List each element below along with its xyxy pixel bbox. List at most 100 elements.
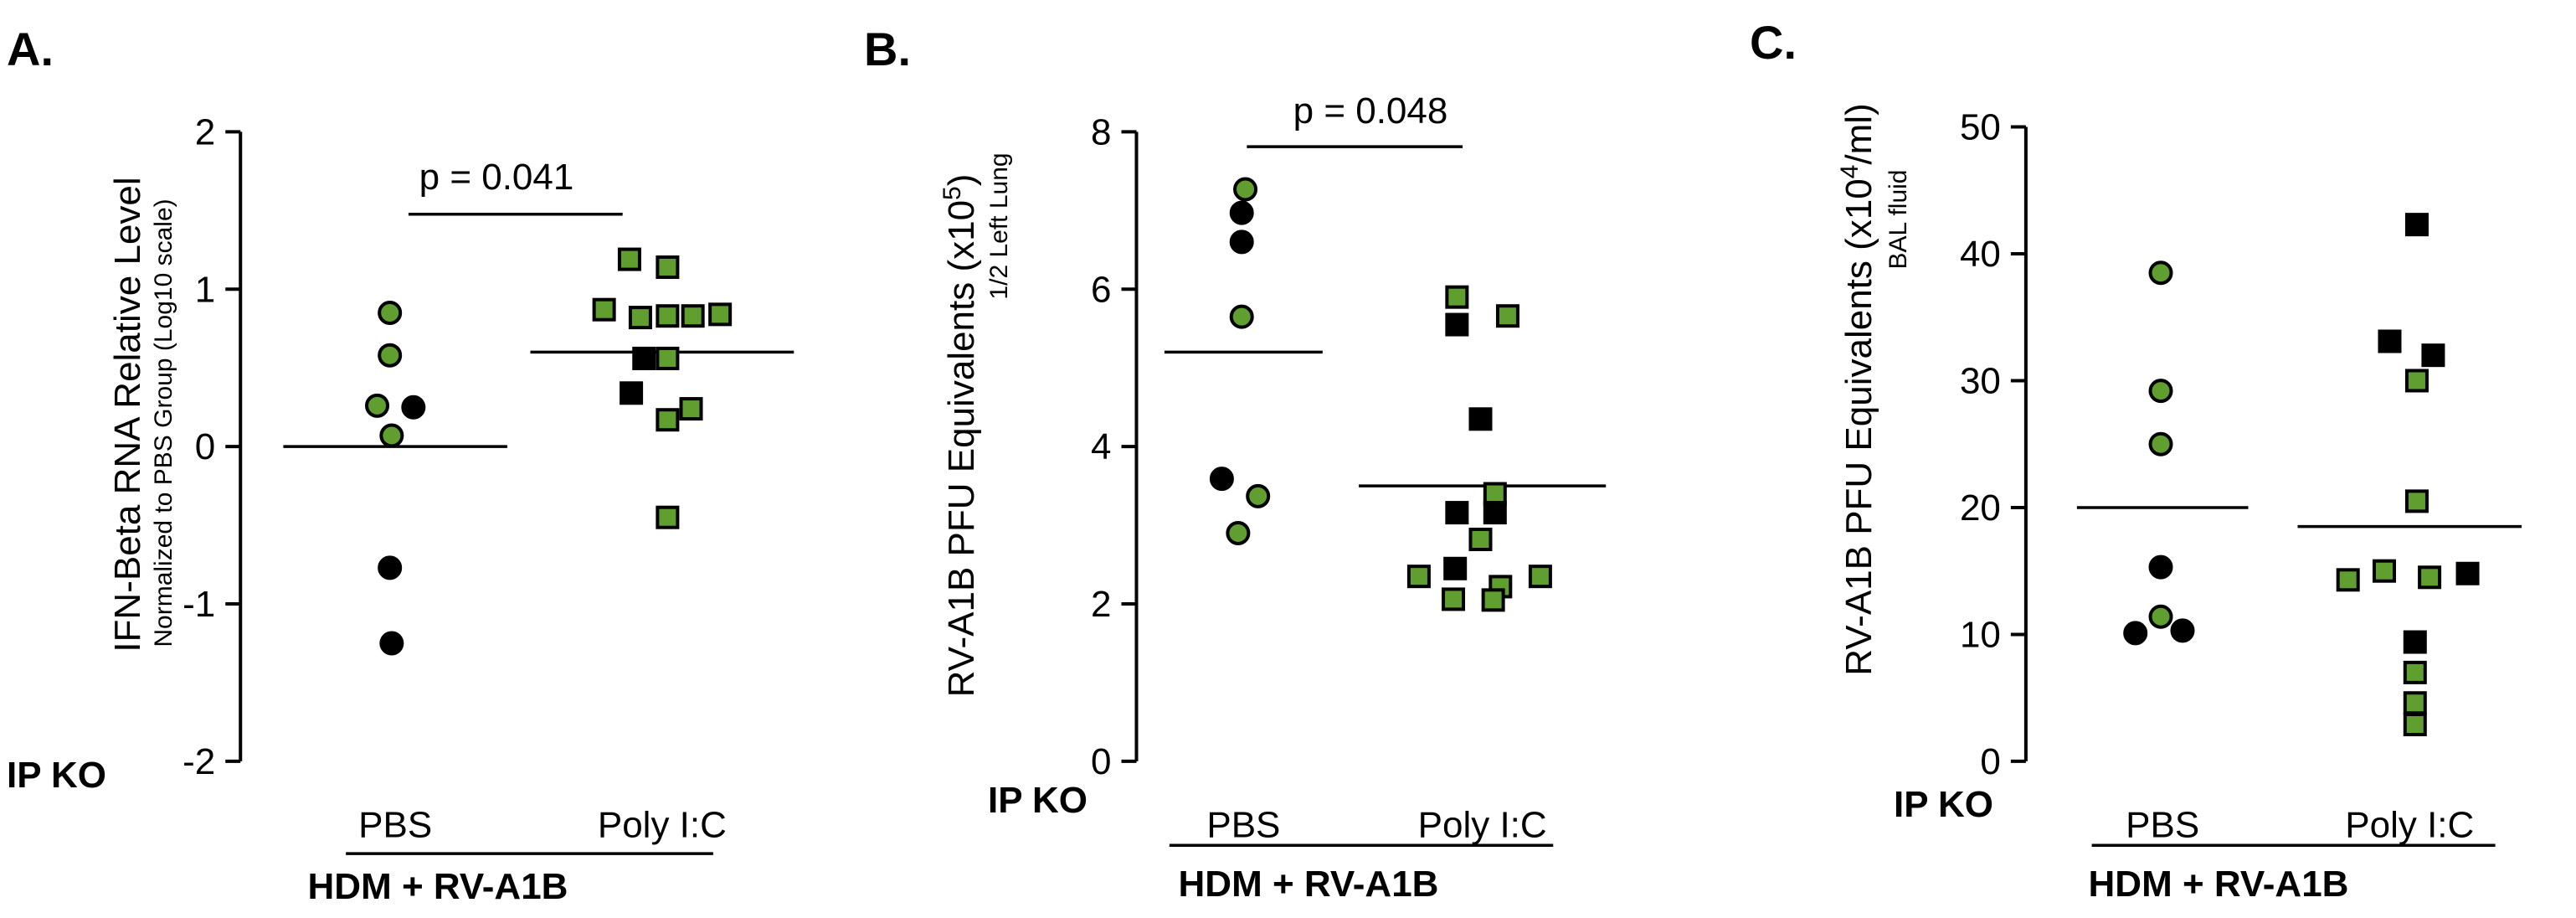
panel-c-point-square: [2421, 343, 2445, 368]
panel-c-y-tick-label: 30: [1960, 360, 2001, 401]
panel-a-point-square: [708, 302, 733, 327]
panel-c-point-square: [2404, 369, 2429, 393]
panel-b-point-circle: [1226, 521, 1251, 546]
panel-a-point-circle: [378, 343, 403, 368]
panel-a-y-tick-label: -2: [183, 741, 215, 782]
panel-c-point-circle: [2148, 554, 2173, 580]
panel-a-y-axis-subtitle: Normalized to PBS Group (Log10 scale): [150, 199, 177, 647]
panel-a-point-square: [656, 255, 680, 279]
panel-c-point-square: [2372, 559, 2396, 583]
panel-c-y-axis-title-exponent: 4: [1836, 165, 1864, 179]
panel-c-point-circle: [2123, 621, 2148, 646]
panel-c-point-square: [2403, 713, 2427, 737]
panel-b-point-square: [1406, 565, 1431, 589]
panel-c-y-tick-label: 10: [1960, 614, 2001, 655]
panel-a-point-square: [628, 306, 652, 330]
panel-c-point-circle: [2170, 618, 2195, 643]
panel-c-letter: C.: [1750, 16, 1797, 69]
panel-c-y-tick-label: 50: [1960, 106, 2001, 147]
panel-c: C. RV-A1B PFU Equivalents (x104/ml) BAL …: [1750, 16, 2522, 905]
panel-a-point-square: [656, 346, 680, 370]
panel-b-y-tick-label: 8: [1091, 111, 1111, 152]
panel-a-point-circle: [365, 393, 390, 418]
panel-b-point-square: [1481, 588, 1505, 612]
panel-a-point-square: [592, 297, 616, 322]
panel-a-y-tick-label: 0: [195, 426, 215, 467]
panel-b-point-circle: [1229, 200, 1254, 225]
panel-a-group-label: HDM + RV-A1B: [308, 866, 568, 907]
panel-b-y-axis-title-close: ): [941, 174, 982, 187]
panel-a-y-axis-title: IFN-Beta RNA Relative Level: [107, 177, 148, 652]
panel-c-point-square: [2378, 329, 2402, 353]
panel-c-point-square: [2403, 691, 2427, 715]
panel-a-point-square: [681, 304, 705, 328]
panel-c-point-circle: [2148, 431, 2173, 456]
panel-a-point-circle: [379, 631, 404, 656]
panel-a-point-square: [679, 397, 703, 421]
panel-b: B. RV-A1B PFU Equivalents (x105) 1/2 Lef…: [864, 23, 1607, 905]
panel-c-category-label: PBS: [2126, 804, 2199, 845]
panel-b-y-axis-title: RV-A1B PFU Equivalents (x105): [938, 174, 982, 698]
panel-a-point-square: [656, 304, 680, 328]
panel-a-y-tick-label: 1: [195, 269, 215, 310]
panel-b-y-axis-title-text: RV-A1B PFU Equivalents (x10: [941, 200, 982, 697]
panel-c-y-axis-title: RV-A1B PFU Equivalents (x104/ml): [1836, 103, 1879, 675]
panel-b-group-label: HDM + RV-A1B: [1179, 864, 1439, 905]
panel-b-point-square: [1495, 304, 1519, 328]
panel-c-y-tick-label: 0: [1980, 741, 2000, 782]
panel-a-point-circle: [401, 395, 426, 420]
panel-c-point-circle: [2148, 379, 2173, 404]
panel-a-y-tick-label: 2: [195, 111, 215, 152]
panel-b-point-square: [1483, 501, 1507, 525]
panel-b-point-circle: [1246, 483, 1271, 508]
panel-b-letter: B.: [864, 23, 911, 75]
panel-b-point-square: [1483, 482, 1507, 506]
panel-b-y-tick-label: 4: [1091, 426, 1111, 467]
panel-b-point-square: [1445, 285, 1469, 309]
panel-c-point-square: [2404, 489, 2429, 513]
panel-b-y-tick-label: 2: [1091, 584, 1111, 625]
panel-c-point-square: [2418, 565, 2442, 590]
panel-b-point-circle: [1233, 177, 1258, 202]
panel-a-point-circle: [379, 423, 404, 448]
panel-b-point-square: [1468, 528, 1493, 552]
panel-b-y-axis-title-exponent: 5: [938, 186, 966, 200]
panel-a-category-label: Poly I:C: [598, 804, 727, 845]
panel-c-point-square: [2455, 561, 2480, 585]
panel-b-category-label: Poly I:C: [1418, 804, 1547, 845]
panel-a-point-square: [620, 381, 644, 405]
panel-a-letter: A.: [7, 23, 54, 75]
panel-a-point-square: [656, 408, 680, 432]
panel-a-y-tick-label: -1: [183, 584, 215, 625]
panel-a-point-circle: [378, 300, 403, 325]
panel-b-point-square: [1528, 565, 1552, 589]
panel-b-point-square: [1442, 587, 1466, 611]
panel-c-point-square: [2403, 630, 2427, 654]
panel-c-y-tick-label: 20: [1960, 487, 2001, 529]
panel-c-ip-ko-label: IP KO: [1894, 784, 1993, 825]
panel-c-y-axis-title-text: RV-A1B PFU Equivalents (x10: [1838, 178, 1879, 675]
panel-b-point-square: [1443, 556, 1468, 580]
panel-c-point-circle: [2148, 604, 2173, 629]
panel-b-y-tick-label: 0: [1091, 741, 1111, 782]
panel-b-y-axis-subtitle: 1/2 Left Lung: [985, 152, 1013, 299]
panel-c-group-label: HDM + RV-A1B: [2089, 864, 2349, 905]
panel-b-y-tick-label: 6: [1091, 269, 1111, 310]
panel-a-point-square: [656, 505, 680, 529]
panel-b-point-square: [1445, 501, 1469, 525]
panel-a-p-value: p = 0.041: [419, 157, 574, 198]
panel-c-y-axis-subtitle: BAL fluid: [1884, 170, 1912, 270]
panel-b-point-circle: [1229, 230, 1254, 255]
panel-a-point-circle: [378, 555, 403, 580]
panel-c-y-axis-title-close: /ml): [1838, 103, 1879, 164]
panel-a-category-label: PBS: [358, 804, 432, 845]
panel-c-point-circle: [2148, 260, 2173, 286]
panel-b-category-label: PBS: [1206, 804, 1280, 845]
panel-c-category-label: Poly I:C: [2345, 804, 2474, 845]
panel-b-point-square: [1445, 312, 1469, 337]
panel-b-point-circle: [1229, 304, 1254, 329]
panel-b-point-circle: [1209, 467, 1234, 492]
panel-c-point-square: [2404, 213, 2429, 237]
panel-b-point-square: [1468, 407, 1493, 431]
